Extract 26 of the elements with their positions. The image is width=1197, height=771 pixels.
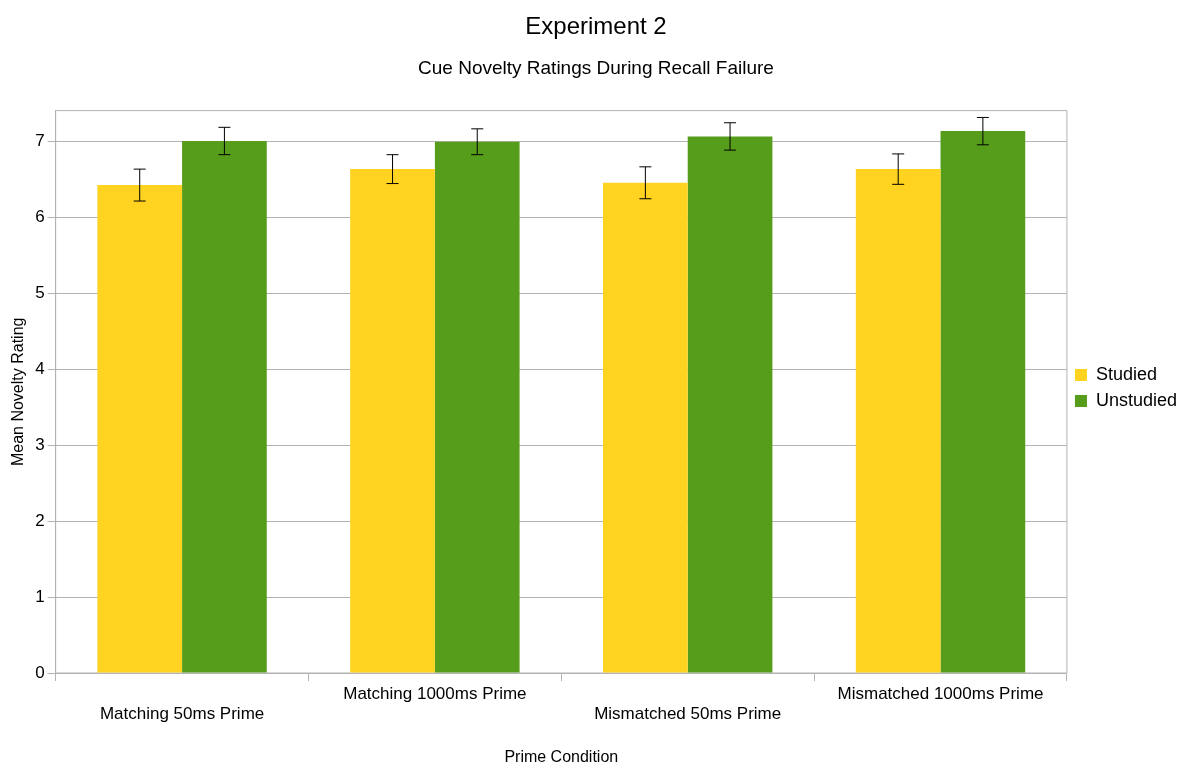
y-tick-label: 4 bbox=[35, 358, 45, 378]
chart-title: Experiment 2 bbox=[525, 12, 667, 40]
bar bbox=[940, 131, 1026, 673]
y-tick-label: 6 bbox=[35, 206, 45, 226]
legend-label: Unstudied bbox=[1095, 389, 1178, 410]
bar bbox=[687, 136, 773, 673]
x-tick-label: Mismatched 1000ms Prime bbox=[837, 683, 1044, 703]
chart-subtitle: Cue Novelty Ratings During Recall Failure bbox=[418, 57, 774, 79]
x-axis-title: Prime Condition bbox=[504, 747, 619, 765]
y-tick-label: 0 bbox=[35, 662, 45, 682]
y-tick-label: 5 bbox=[35, 282, 45, 302]
bar bbox=[603, 182, 688, 673]
bar bbox=[182, 141, 267, 673]
bar bbox=[350, 169, 435, 673]
x-tick-label: Matching 1000ms Prime bbox=[343, 683, 527, 703]
bar bbox=[855, 169, 941, 673]
y-axis-title: Mean Novelty Rating bbox=[9, 317, 27, 467]
bar bbox=[434, 141, 520, 673]
y-tick-label: 7 bbox=[35, 130, 45, 150]
y-tick-label: 3 bbox=[35, 434, 45, 454]
x-tick-label: Matching 50ms Prime bbox=[99, 704, 265, 724]
x-tick-label: Mismatched 50ms Prime bbox=[594, 704, 782, 724]
y-tick-label: 2 bbox=[35, 510, 45, 530]
y-tick-label: 1 bbox=[35, 586, 45, 606]
bar bbox=[97, 185, 183, 673]
legend-label: Studied bbox=[1095, 363, 1158, 384]
